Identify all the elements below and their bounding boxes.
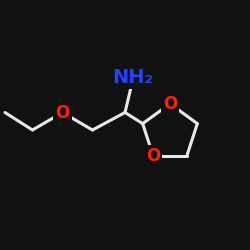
Text: O: O bbox=[163, 95, 177, 113]
Text: NH₂: NH₂ bbox=[112, 68, 153, 87]
Text: O: O bbox=[56, 104, 70, 122]
Text: O: O bbox=[146, 147, 160, 165]
